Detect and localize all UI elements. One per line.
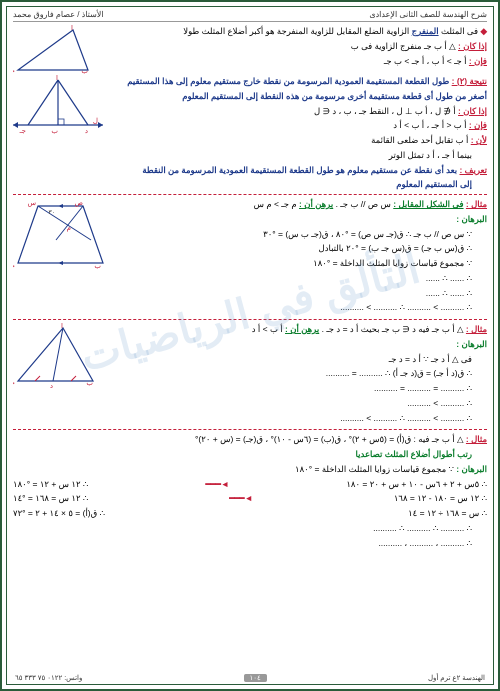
s3-l1: تعريف : بعد أى نقطة عن مستقيم معلوم هو ط… [13, 164, 487, 177]
svg-text:ب: ب [94, 263, 101, 270]
s2-l1b: أصغر من طول أى قطعة مستقيمة أخرى مرسومة … [107, 90, 487, 103]
svg-text:د: د [85, 128, 88, 135]
s5-p: البرهان : [102, 338, 487, 351]
s6-t1: مثال : △ أ ب جـ فيه : ق(أ) = (٥س + ٢)° ،… [13, 433, 487, 446]
s6-t2: رتب أطوال أضلاع المثلث تصاعديا [13, 448, 487, 461]
s6-l2: ∴ ٥س + ٢ + ٦س - ١٠ + س + ٢٠ = ١٨٠◄━━━∴ ١… [13, 478, 487, 491]
svg-text:أ: أ [71, 25, 73, 32]
s5-t: مثال : △ أ ب جـ فيه د ∈ ب جـ بحيث أ د = … [102, 323, 487, 336]
svg-text:جـ: جـ [13, 68, 15, 75]
separator-2 [13, 319, 487, 320]
s2-l3: فإن : أ ب < أ جـ ، أ ب > أ د [107, 119, 487, 132]
s2-l2: إذا كان : أ ∉ ل ، أ ب ⊥ ل ، النقط جـ ، ب… [107, 105, 487, 118]
svg-text:ب: ب [51, 128, 58, 135]
s4-l6: ∴ .......... > .......... ∴ .......... >… [112, 301, 487, 314]
svg-text:٣٠: ٣٠ [49, 210, 55, 216]
s1-l1: ◆ فى المثلث المنفرج الزاوية الضلع المقاب… [97, 25, 487, 38]
svg-text:أ: أ [61, 323, 63, 330]
svg-text:ب: ب [86, 380, 93, 387]
s6-l8: ∴ .......... ∴ .......... ∴ .......... [13, 522, 487, 535]
s6-l9: ∴ .......... ، .......... ، .......... [13, 537, 487, 550]
footer-left: واتس: ٠١٢٢ ٧٥ ٣٣٣ ٦٥ [15, 674, 82, 682]
fig-trapezoid: س ص جـ ب م ٣٠ [13, 198, 108, 316]
svg-text:س: س [27, 200, 36, 207]
s5-l2: ∴ ق(د أ جـ) = ق(د جـ أ) ∴ .......... = .… [102, 367, 487, 380]
footer-right: الهندسة ٢ع ترم أول [428, 674, 485, 682]
s4-t: مثال : فى الشكل المقابل : س ص // ب جـ . … [112, 198, 487, 211]
fig-perpendicular: أ جـ ب دل [13, 75, 103, 164]
s1-l3: فإن : أ جـ > أ ب ، أ جـ > ب جـ [97, 55, 487, 68]
s5-l3: ∴ .......... = .......... = .......... [102, 382, 487, 395]
svg-text:جـ: جـ [13, 263, 15, 270]
s4-l3: ∵ مجموع قياسات زوايا المثلث الداخلة = °١… [112, 257, 487, 270]
s4-p: البرهان : [112, 213, 487, 226]
header-left: الأستاذ / عصام فاروق محمد [13, 10, 104, 19]
page-header: شرح الهندسة للصف الثانى الإعدادى الأستاذ… [13, 10, 487, 22]
svg-text:ب: ب [81, 68, 88, 75]
svg-text:جـ: جـ [19, 128, 26, 135]
s5-l1: فى △ أ د جـ ∵ أ د = د جـ [102, 353, 487, 366]
s4-l5: ∴ ...... ∴ ...... [112, 287, 487, 300]
s5-l5: ∴ .......... > .......... ∴ .......... >… [102, 412, 487, 425]
s1-l2: إذا كان : △ أ ب جـ منفرج الزاوية فى ب [97, 40, 487, 53]
svg-text:أ: أ [56, 75, 58, 82]
svg-text:ل: ل [93, 117, 98, 125]
s5-l4: ∴ .......... > .......... [102, 397, 487, 410]
s2-l4: لأن : أ ب تقابل أحد ضلعى القائمة [107, 134, 487, 147]
s3-l2: إلى المستقيم المعلوم [13, 178, 487, 191]
s6-p: البرهان : ∵ مجموع قياسات زوايا المثلث ال… [13, 463, 487, 476]
s2-l1: نتيجة (٢) : طول القطعة المستقيمة العمودي… [107, 75, 487, 88]
fig-triangle-2: أ جـ د ب [13, 323, 98, 426]
separator-1 [13, 194, 487, 195]
page-footer: الهندسة ٢ع ترم أول ١٠٤ واتس: ٠١٢٢ ٧٥ ٣٣٣… [7, 674, 493, 682]
separator-3 [13, 429, 487, 430]
svg-text:ص: ص [75, 200, 83, 207]
svg-text:م: م [67, 225, 71, 232]
svg-text:جـ: جـ [13, 380, 15, 387]
s4-l4: ∴ ...... ∴ ...... [112, 272, 487, 285]
s4-l2: ∴ ق(س ب جـ) = ق(س جـ ب) = °٢٠ بالتبادل [112, 242, 487, 255]
s4-l1: ∵ س ص // ب جـ ∴ ق(جـ س ص) = °٨٠ ، ق(جـ ب… [112, 228, 487, 241]
page-number: ١٠٤ [244, 674, 267, 682]
s6-l6: ∴ س = ١٦٨ ÷ ١٢ = ١٤∴ ق(أ) = ٥ × ١٤ + ٢ =… [13, 507, 487, 520]
s6-l4: ∴ ١٢ س = ١٨٠ - ١٢ = ١٦٨◄━━━∴ ١٢ س = ١٦٨ … [13, 492, 487, 505]
s2-l5: بينما أ جـ ، أ د تمثل الوتر [107, 149, 487, 162]
fig-triangle-1: أ جـ ب [13, 25, 93, 75]
header-right: شرح الهندسة للصف الثانى الإعدادى [369, 10, 487, 19]
svg-text:د: د [50, 383, 53, 388]
